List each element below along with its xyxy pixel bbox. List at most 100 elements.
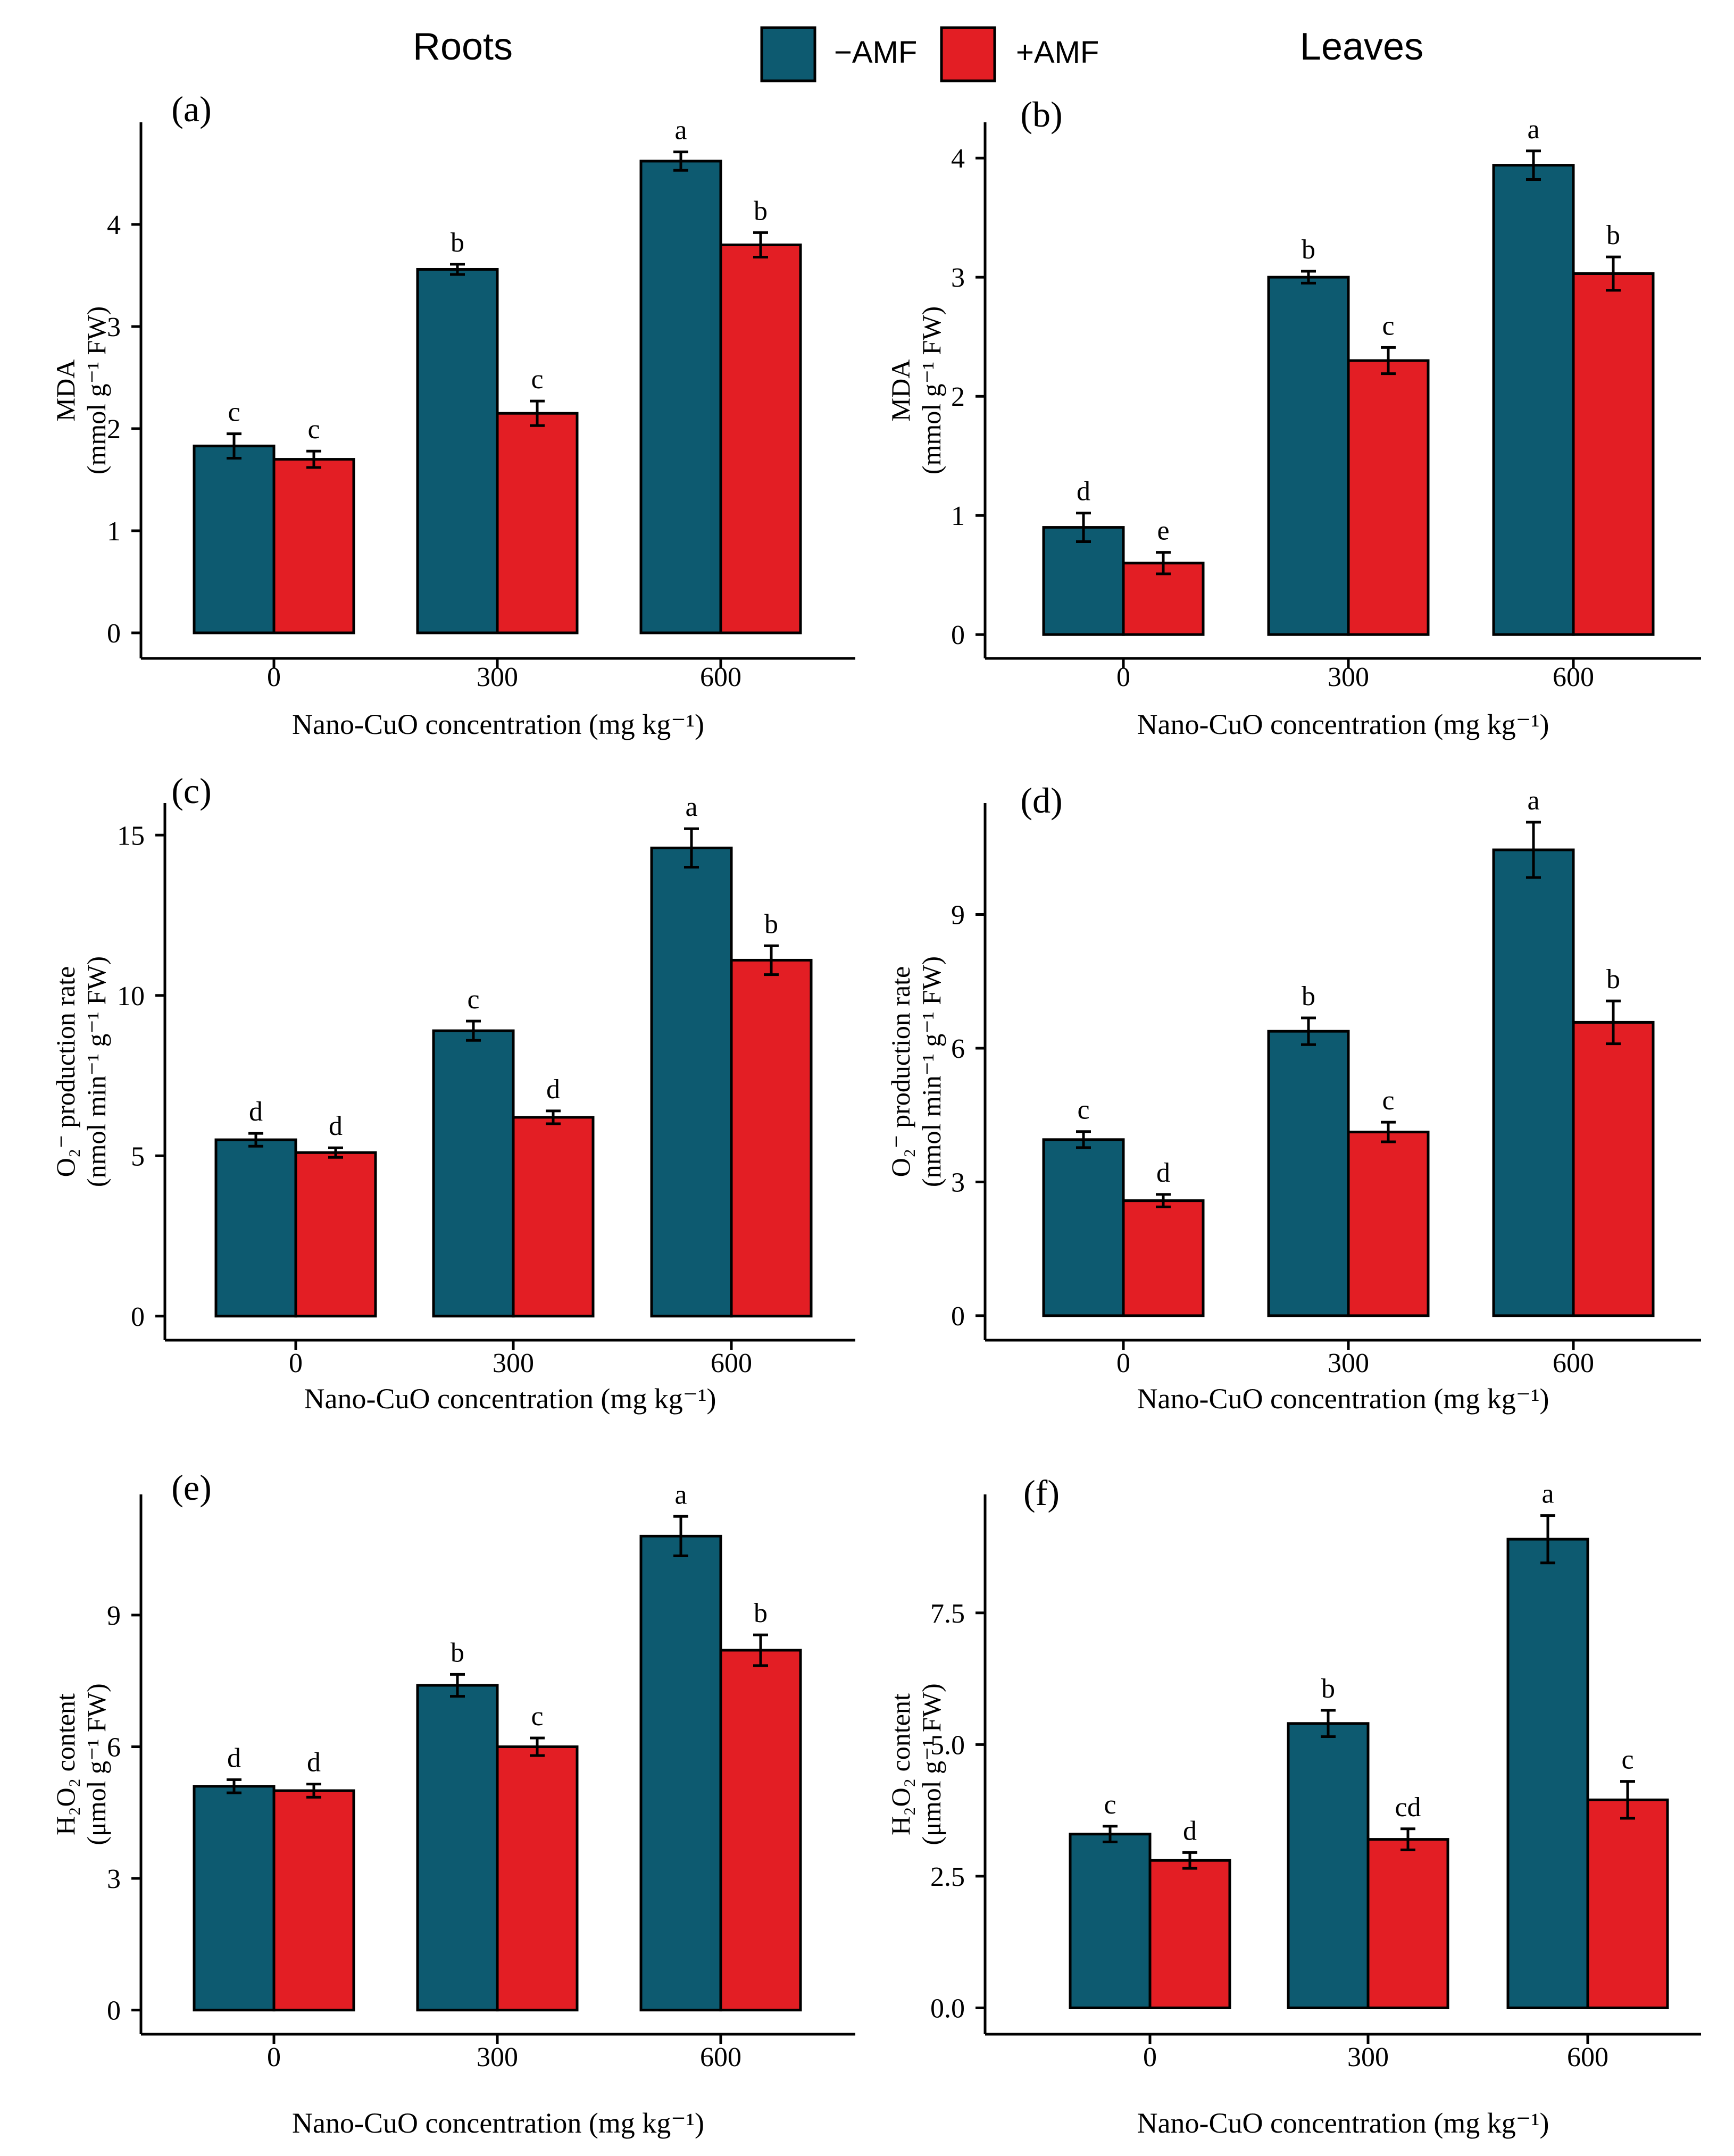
significance-letter: d [307,1748,321,1778]
significance-letter: d [546,1074,560,1105]
significance-letter: c [1077,1095,1089,1125]
significance-letter: b [451,228,464,258]
y-tick-label: 3 [951,1167,965,1198]
y-axis-label: H₂O₂ content(μmol g⁻¹ FW) [886,1683,946,1845]
x-tick-label: 300 [1347,2042,1389,2073]
significance-letter: c [531,1701,543,1732]
legend-label-minus-amf: −AMF [834,35,917,70]
bar-minus-amf-600 [1492,164,1575,636]
y-axis-label-line: H₂O₂ content [51,1693,80,1835]
chart-panel-f: 0.0 2.5 5.0 7.5 0 300 600 c b a d cd c (f) Nano-CuO co… [886,1473,1701,2139]
significance-letter: b [1302,235,1315,265]
legend-swatch-minus-amf [760,26,816,82]
significance-letter: c [1104,1790,1116,1820]
significance-letter: b [451,1637,464,1668]
chart-panel-b: 0 1 2 3 4 0 300 600 d b a e c b (b) Nano-CuO concentrat… [886,94,1701,740]
y-axis-label: H₂O₂ content(μmol g⁻¹ FW) [51,1683,111,1845]
significance-letter: c [307,414,320,445]
y-axis-label-line: (nmol min⁻¹ g⁻¹ FW) [81,956,111,1187]
bar-plus-amf-0 [294,1151,377,1318]
y-tick-label: 3 [107,1864,121,1894]
y-tick-label: 5.0 [930,1730,965,1760]
x-tick-label: 600 [1553,1348,1594,1378]
y-tick-label: 9 [951,900,965,931]
bar-plus-amf-600 [1572,272,1655,636]
x-axis-label: Nano-CuO concentration (mg kg⁻¹) [1137,708,1549,740]
y-tick-label: 9 [107,1601,121,1631]
y-axis-label: O₂⁻ production rate(nmol min⁻¹ g⁻¹ FW) [886,956,946,1187]
significance-letter: c [531,364,543,395]
panel-label: (f) [1023,1473,1060,1513]
significance-letter: b [754,1598,768,1628]
x-axis-label: Nano-CuO concentration (mg kg⁻¹) [1137,1383,1549,1415]
y-axis-label: MDA(mmol g⁻¹ FW) [886,306,946,474]
y-axis-label-line: O₂⁻ production rate [886,966,915,1177]
bar-minus-amf-0 [193,1785,276,2012]
chart-panel-c: 0 5 10 15 0 300 600 d c a d d b (c) Nano-CuO concentra… [51,771,855,1415]
y-axis-label-line: (nmol min⁻¹ g⁻¹ FW) [916,956,946,1187]
bar-plus-amf-300 [1347,359,1430,636]
y-tick-label: 3 [951,263,965,293]
bar-plus-amf-0 [1122,562,1205,636]
y-axis-label-line: MDA [886,360,915,422]
y-tick-label: 2 [107,414,121,445]
x-tick-label: 0 [267,2042,281,2073]
y-tick-label: 3 [107,312,121,342]
chart-panel-a: 0 1 2 3 4 0 300 600 c b a c c b (a) Nano-CuO concentrat… [51,89,855,740]
y-tick-label: 0 [951,1301,965,1332]
bar-minus-amf-0 [1069,1833,1152,2009]
bar-minus-amf-300 [1287,1722,1370,2009]
legend-swatch-plus-amf [940,26,996,82]
significance-letter: b [1606,964,1620,995]
bar-plus-amf-300 [1366,1838,1449,2009]
y-axis-label: MDA(mmol g⁻¹ FW) [51,306,111,474]
x-tick-label: 300 [493,1348,534,1378]
significance-letter: d [1183,1816,1197,1846]
column-title-leaves: Leaves [1300,26,1423,68]
bar-minus-amf-300 [416,1684,499,2012]
bar-plus-amf-300 [1347,1131,1430,1317]
x-tick-label: 0 [289,1348,303,1378]
bar-plus-amf-0 [272,458,355,634]
panel-label: (c) [171,771,211,811]
x-tick-label: 0 [1143,2042,1157,2073]
y-tick-label: 2.5 [930,1862,965,1892]
x-tick-label: 300 [477,662,518,692]
bar-plus-amf-0 [1122,1199,1205,1317]
bar-minus-amf-300 [432,1029,515,1318]
significance-letter: a [1527,114,1539,145]
y-tick-label: 6 [951,1034,965,1064]
significance-letter: a [1527,785,1539,816]
bar-minus-amf-300 [1267,275,1350,636]
bar-plus-amf-300 [496,1745,579,2012]
y-axis-label-line: (mmol g⁻¹ FW) [916,306,946,474]
y-tick-label: 1 [107,516,121,547]
significance-letter: e [1157,516,1169,546]
bar-minus-amf-600 [650,846,733,1318]
x-tick-label: 300 [1328,1348,1369,1378]
x-tick-label: 0 [1116,662,1130,692]
x-tick-label: 600 [1567,2042,1608,2073]
y-axis-label-line: (mmol g⁻¹ FW) [81,306,111,474]
significance-letter: a [685,792,697,822]
significance-letter: c [228,397,240,428]
bar-minus-amf-0 [193,445,276,634]
bar-plus-amf-300 [496,412,579,634]
significance-letter: a [674,115,687,146]
legend: −AMF +AMF [760,26,1099,82]
bar-plus-amf-0 [272,1789,355,2012]
y-tick-label: 0 [107,1996,121,2026]
x-tick-label: 600 [700,2042,741,2073]
y-tick-label: 2 [951,382,965,412]
panel-label: (e) [171,1467,211,1508]
y-tick-label: 0 [951,620,965,650]
bar-minus-amf-300 [1267,1030,1350,1317]
significance-letter: c [1621,1745,1633,1775]
bar-plus-amf-600 [719,1649,802,2012]
panel-label: (a) [171,89,211,129]
y-axis-label: O₂⁻ production rate(nmol min⁻¹ g⁻¹ FW) [51,956,111,1187]
significance-letter: d [1156,1158,1170,1188]
y-tick-label: 15 [117,821,145,851]
y-tick-label: 6 [107,1732,121,1762]
